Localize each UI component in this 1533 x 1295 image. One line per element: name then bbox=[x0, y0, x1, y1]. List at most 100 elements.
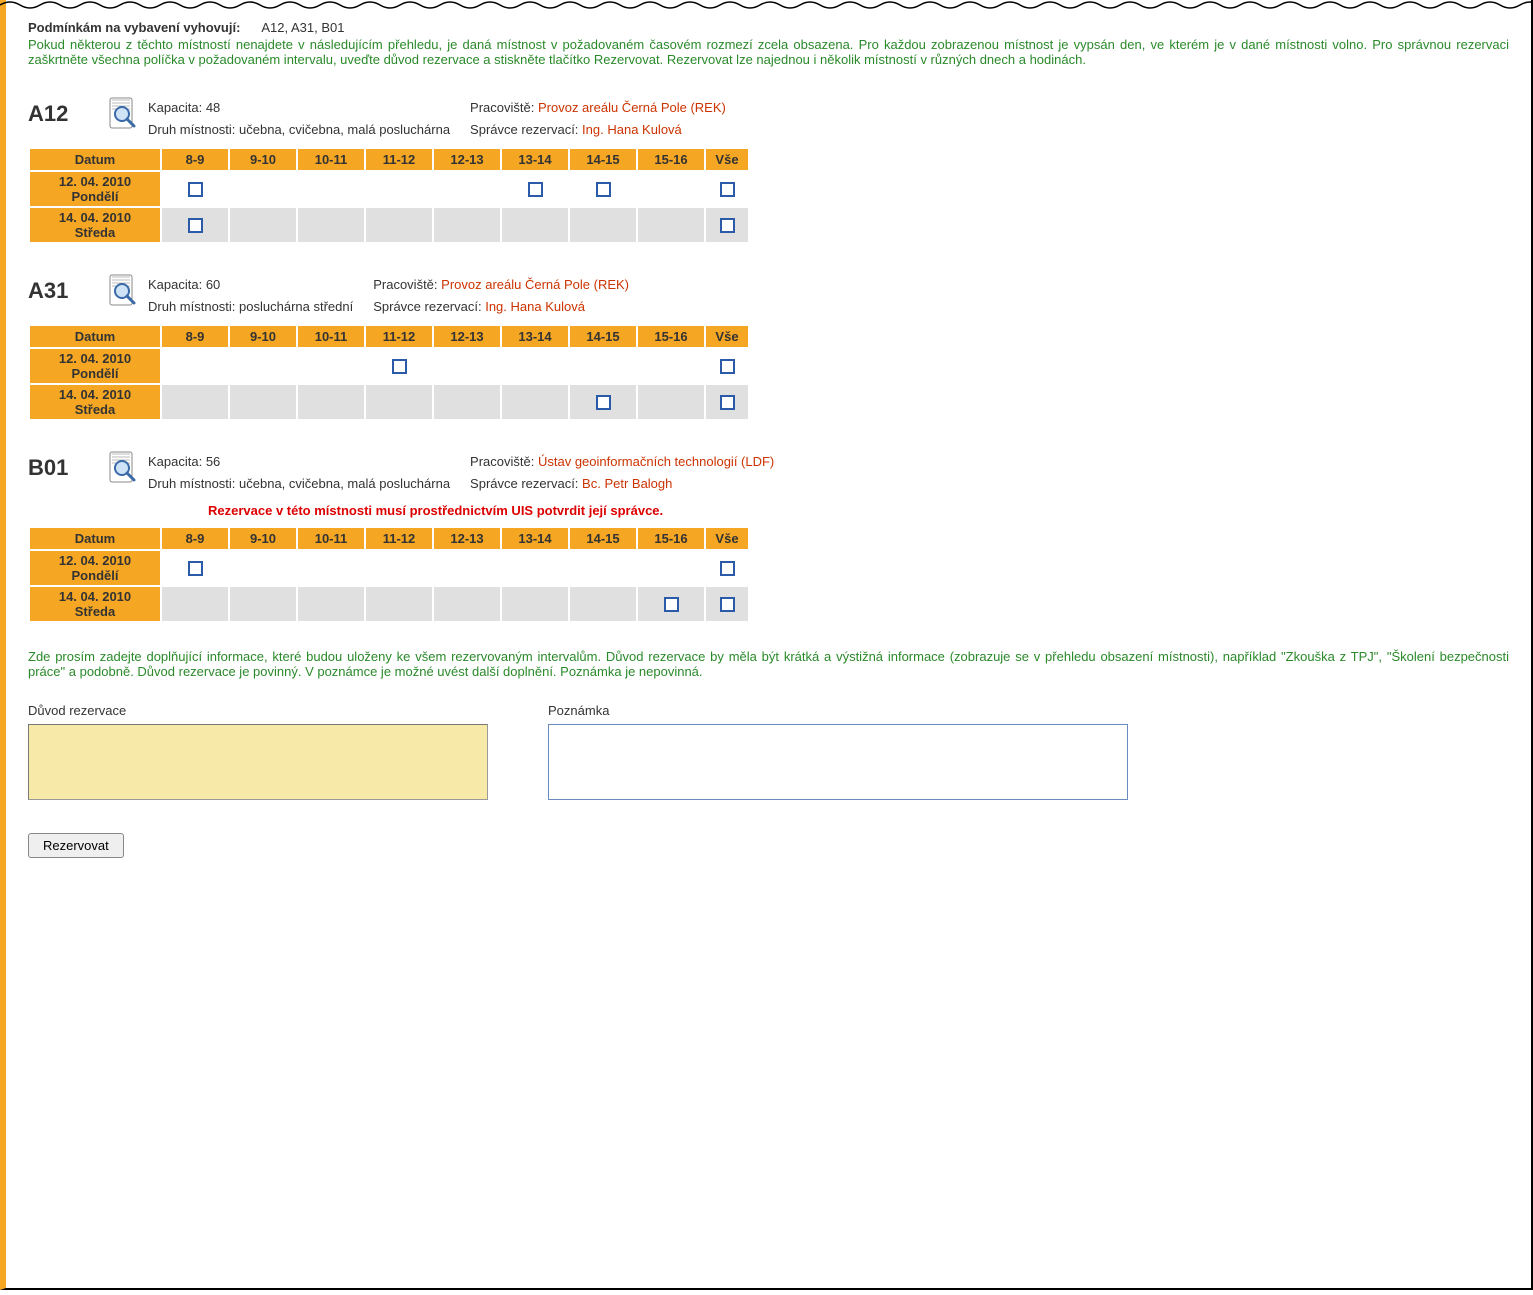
slot-checkbox[interactable] bbox=[720, 597, 735, 612]
time-header: 11-12 bbox=[366, 326, 432, 347]
room-capacity: Kapacita: 60 bbox=[148, 274, 353, 296]
room-admin-line: Správce rezervací: Ing. Hana Kulová bbox=[470, 119, 726, 141]
slot-cell bbox=[298, 349, 364, 383]
slot-checkbox[interactable] bbox=[720, 359, 735, 374]
slot-cell bbox=[638, 172, 704, 206]
time-header: 12-13 bbox=[434, 326, 500, 347]
room-header: A31Kapacita: 60Druh místnosti: posluchár… bbox=[28, 272, 1509, 318]
room-capacity: Kapacita: 56 bbox=[148, 451, 450, 473]
time-header: Vše bbox=[706, 326, 748, 347]
slot-cell bbox=[366, 208, 432, 242]
time-header: 9-10 bbox=[230, 528, 296, 549]
department-link[interactable]: Provoz areálu Černá Pole (REK) bbox=[538, 100, 726, 115]
slot-cell bbox=[570, 587, 636, 621]
slot-cell bbox=[502, 587, 568, 621]
magnifier-icon[interactable] bbox=[108, 95, 138, 134]
room-header: A12 Kapacita: 48Druh místnosti: učebna, c… bbox=[28, 95, 1509, 141]
date-line2: Pondělí bbox=[34, 366, 156, 381]
department-link[interactable]: Provoz areálu Černá Pole (REK) bbox=[441, 277, 629, 292]
table-row: 14. 04. 2010Středa bbox=[30, 208, 748, 242]
room-info-left: Kapacita: 60Druh místnosti: posluchárna … bbox=[148, 272, 353, 318]
room-type: Druh místnosti: posluchárna střední bbox=[148, 296, 353, 318]
magnifier-icon[interactable] bbox=[108, 272, 138, 311]
reservation-table: Datum8-99-1010-1111-1212-1313-1414-1515-… bbox=[28, 147, 750, 244]
slot-checkbox[interactable] bbox=[188, 561, 203, 576]
admin-label: Správce rezervací: bbox=[470, 122, 578, 137]
slot-checkbox[interactable] bbox=[188, 218, 203, 233]
note-input[interactable] bbox=[548, 724, 1128, 800]
table-row: 12. 04. 2010Pondělí bbox=[30, 349, 748, 383]
slot-cell bbox=[706, 587, 748, 621]
room-block: A12 Kapacita: 48Druh místnosti: učebna, c… bbox=[28, 95, 1509, 244]
department-label: Pracoviště: bbox=[470, 454, 534, 469]
date-line2: Středa bbox=[34, 402, 156, 417]
room-type: Druh místnosti: učebna, cvičebna, malá p… bbox=[148, 119, 450, 141]
note-label: Poznámka bbox=[548, 703, 1128, 718]
room-code: A12 bbox=[28, 95, 98, 127]
slot-cell bbox=[230, 385, 296, 419]
slot-cell bbox=[366, 587, 432, 621]
slot-checkbox[interactable] bbox=[720, 182, 735, 197]
room-info-left: Kapacita: 56Druh místnosti: učebna, cvič… bbox=[148, 449, 450, 495]
time-header: 9-10 bbox=[230, 149, 296, 170]
slot-cell bbox=[366, 172, 432, 206]
slot-checkbox[interactable] bbox=[664, 597, 679, 612]
magnifier-icon[interactable] bbox=[108, 449, 138, 488]
room-capacity: Kapacita: 48 bbox=[148, 97, 450, 119]
slot-cell bbox=[230, 551, 296, 585]
slot-checkbox[interactable] bbox=[596, 395, 611, 410]
time-header: 14-15 bbox=[570, 528, 636, 549]
time-header: 13-14 bbox=[502, 528, 568, 549]
slot-cell bbox=[570, 172, 636, 206]
slot-checkbox[interactable] bbox=[528, 182, 543, 197]
slot-checkbox[interactable] bbox=[720, 395, 735, 410]
time-header: 15-16 bbox=[638, 149, 704, 170]
slot-cell bbox=[434, 349, 500, 383]
room-admin-line: Správce rezervací: Bc. Petr Balogh bbox=[470, 473, 774, 495]
reason-label: Důvod rezervace bbox=[28, 703, 488, 718]
slot-cell bbox=[570, 385, 636, 419]
date-line1: 12. 04. 2010 bbox=[34, 351, 156, 366]
time-header: 10-11 bbox=[298, 326, 364, 347]
table-row: 14. 04. 2010Středa bbox=[30, 587, 748, 621]
table-row: 12. 04. 2010Pondělí bbox=[30, 172, 748, 206]
form-help-paragraph: Zde prosím zadejte doplňující informace,… bbox=[28, 649, 1509, 679]
slot-checkbox[interactable] bbox=[720, 561, 735, 576]
time-header: 10-11 bbox=[298, 149, 364, 170]
slot-cell bbox=[298, 385, 364, 419]
admin-link[interactable]: Bc. Petr Balogh bbox=[582, 476, 672, 491]
slot-cell bbox=[162, 172, 228, 206]
department-label: Pracoviště: bbox=[373, 277, 437, 292]
room-block: A31Kapacita: 60Druh místnosti: posluchár… bbox=[28, 272, 1509, 421]
slot-cell bbox=[434, 551, 500, 585]
time-header: 11-12 bbox=[366, 528, 432, 549]
slot-cell bbox=[230, 208, 296, 242]
reservation-table: Datum8-99-1010-1111-1212-1313-1414-1515-… bbox=[28, 526, 750, 623]
time-header: Datum bbox=[30, 326, 160, 347]
slot-checkbox[interactable] bbox=[188, 182, 203, 197]
admin-link[interactable]: Ing. Hana Kulová bbox=[485, 299, 585, 314]
table-row: 12. 04. 2010Pondělí bbox=[30, 551, 748, 585]
slot-checkbox[interactable] bbox=[392, 359, 407, 374]
slot-cell bbox=[366, 551, 432, 585]
slot-cell bbox=[570, 551, 636, 585]
slot-checkbox[interactable] bbox=[596, 182, 611, 197]
admin-link[interactable]: Ing. Hana Kulová bbox=[582, 122, 682, 137]
room-department-line: Pracoviště: Provoz areálu Černá Pole (RE… bbox=[470, 97, 726, 119]
department-link[interactable]: Ústav geoinformačních technologií (LDF) bbox=[538, 454, 774, 469]
date-line1: 14. 04. 2010 bbox=[34, 589, 156, 604]
time-header: 8-9 bbox=[162, 149, 228, 170]
date-line1: 12. 04. 2010 bbox=[34, 553, 156, 568]
room-info-left: Kapacita: 48Druh místnosti: učebna, cvič… bbox=[148, 95, 450, 141]
time-header: 14-15 bbox=[570, 149, 636, 170]
reserve-button[interactable]: Rezervovat bbox=[28, 833, 124, 858]
slot-cell bbox=[638, 385, 704, 419]
reason-input[interactable] bbox=[28, 724, 488, 800]
date-line2: Středa bbox=[34, 225, 156, 240]
slot-cell bbox=[638, 349, 704, 383]
room-header: B01Kapacita: 56Druh místnosti: učebna, c… bbox=[28, 449, 1509, 495]
date-line1: 12. 04. 2010 bbox=[34, 174, 156, 189]
slot-checkbox[interactable] bbox=[720, 218, 735, 233]
slot-cell bbox=[706, 172, 748, 206]
slot-cell bbox=[706, 385, 748, 419]
